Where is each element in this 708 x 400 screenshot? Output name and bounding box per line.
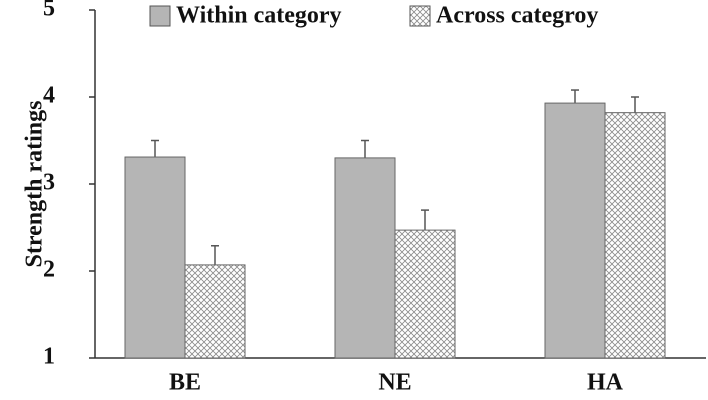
bar	[124, 156, 186, 359]
bar	[334, 157, 396, 359]
bar	[184, 264, 246, 359]
legend-swatch	[409, 5, 431, 27]
y-axis-label: Strength ratings	[22, 101, 48, 268]
legend-label: Across categroy	[436, 3, 598, 29]
y-tick-label: 2	[43, 257, 55, 283]
y-tick-label: 5	[43, 0, 55, 22]
y-tick-label: 3	[43, 170, 55, 196]
y-tick-label: 4	[43, 83, 55, 109]
x-tick-label: BE	[169, 370, 201, 396]
y-tick-label: 1	[43, 344, 55, 370]
bar	[394, 229, 456, 359]
x-tick-label: HA	[587, 370, 624, 396]
legend-swatch	[149, 5, 171, 27]
bar	[604, 112, 666, 359]
legend-label: Within category	[176, 3, 342, 29]
bar	[544, 102, 606, 359]
x-tick-label: NE	[378, 370, 411, 396]
